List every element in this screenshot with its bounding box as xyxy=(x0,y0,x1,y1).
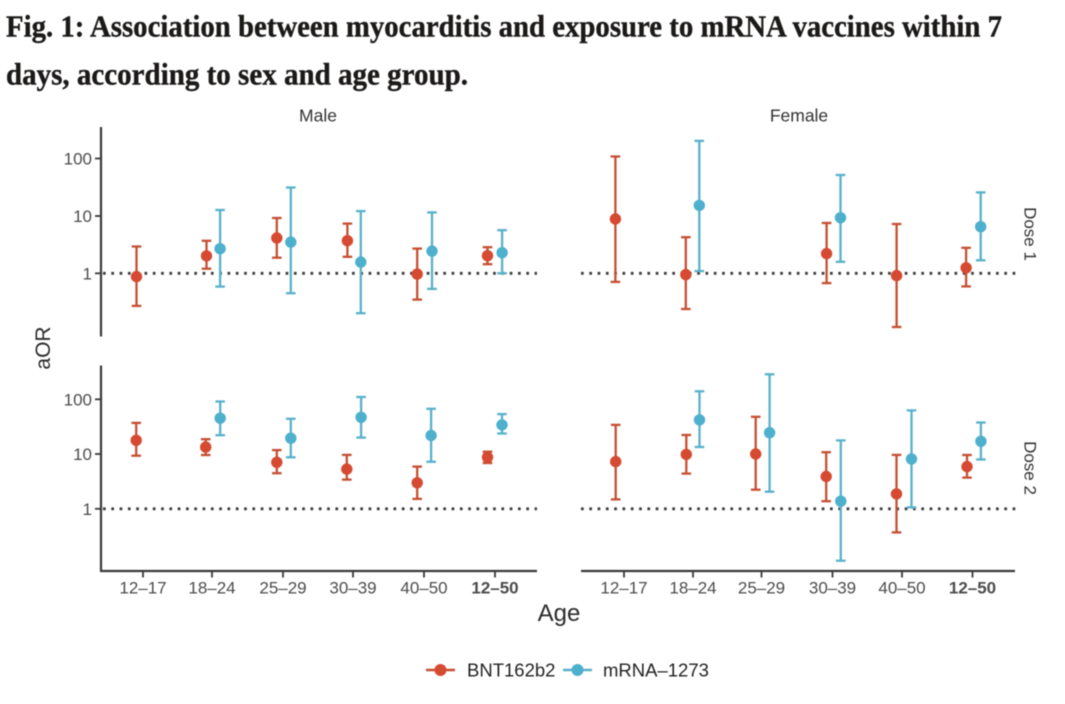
svg-text:12–50: 12–50 xyxy=(949,579,996,598)
svg-text:40–50: 40–50 xyxy=(400,579,447,598)
svg-text:Female: Female xyxy=(770,106,828,126)
svg-text:25–29: 25–29 xyxy=(259,579,306,598)
svg-text:30–39: 30–39 xyxy=(809,579,856,598)
svg-text:100: 100 xyxy=(64,390,92,409)
svg-text:100: 100 xyxy=(64,150,92,169)
svg-text:10: 10 xyxy=(73,445,92,464)
svg-text:Male: Male xyxy=(299,106,337,126)
svg-text:1: 1 xyxy=(83,264,92,283)
svg-text:30–39: 30–39 xyxy=(329,579,376,598)
svg-text:Fig. 1: Association between my: Fig. 1: Association between myocarditis … xyxy=(6,10,1002,44)
svg-text:mRNA–1273: mRNA–1273 xyxy=(603,660,709,681)
svg-text:25–29: 25–29 xyxy=(738,579,785,598)
svg-text:Dose 1: Dose 1 xyxy=(1021,207,1040,261)
svg-text:12–50: 12–50 xyxy=(471,579,518,598)
svg-text:40–50: 40–50 xyxy=(878,579,925,598)
svg-text:Age: Age xyxy=(538,600,581,627)
svg-text:12–17: 12–17 xyxy=(119,579,166,598)
svg-text:1: 1 xyxy=(83,500,92,519)
svg-text:aOR: aOR xyxy=(32,326,55,369)
svg-text:days, according to sex and age: days, according to sex and age group. xyxy=(6,57,468,91)
svg-text:Dose 2: Dose 2 xyxy=(1021,441,1040,495)
svg-text:18–24: 18–24 xyxy=(669,579,716,598)
svg-text:BNT162b2: BNT162b2 xyxy=(467,660,555,681)
svg-text:12–17: 12–17 xyxy=(600,579,647,598)
svg-text:18–24: 18–24 xyxy=(188,579,235,598)
svg-text:10: 10 xyxy=(73,207,92,226)
